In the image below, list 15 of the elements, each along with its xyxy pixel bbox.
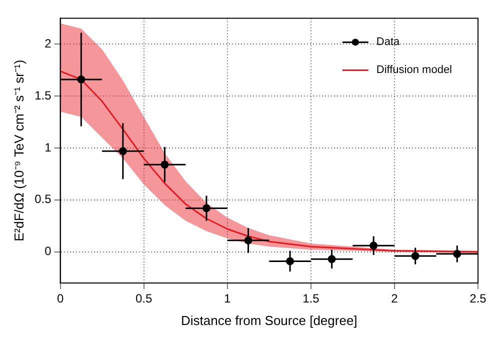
x-tick-label: 1 <box>224 292 232 306</box>
y-axis-title: E²dF/dΩ (10⁻⁹ TeV cm⁻² s⁻¹ sr⁻¹) <box>11 60 26 242</box>
x-tick-label: 2 <box>391 292 398 306</box>
y-tick-label: 0.5 <box>34 192 52 206</box>
y-tick-label: 2 <box>44 36 52 50</box>
legend-label: Diffusion model <box>376 64 452 76</box>
x-tick-label: 0 <box>56 292 64 306</box>
y-tick-label: 0 <box>44 244 52 258</box>
legend-label: Data <box>376 36 401 48</box>
y-tick-label: 1 <box>44 140 52 154</box>
x-tick-label: 0.5 <box>135 292 152 306</box>
x-tick-label: 1.5 <box>302 292 320 306</box>
x-tick-label: 2.5 <box>470 292 487 306</box>
y-tick-label: 1.5 <box>34 88 52 102</box>
x-axis-title: Distance from Source [degree] <box>180 312 358 328</box>
